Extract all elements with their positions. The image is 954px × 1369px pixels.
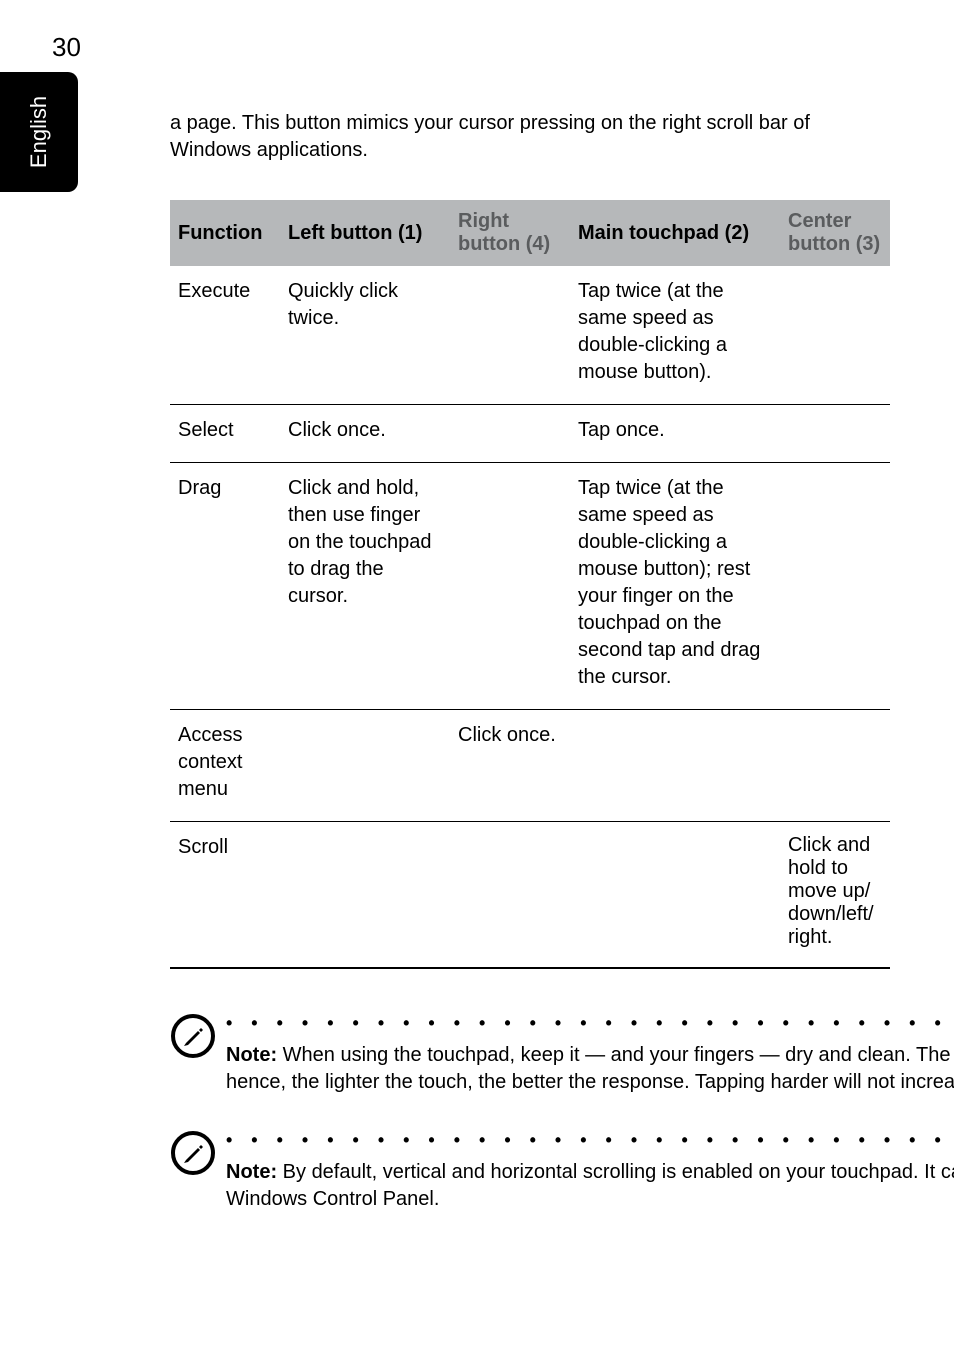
col-header-right-button-line2: button (4) [458,233,562,256]
note-label-1: Note: [226,1044,277,1066]
col-header-function: Function [170,200,280,266]
cell-scroll-function: Scroll [170,822,280,969]
touchpad-functions-table: Function Left button (1) Right button (4… [170,200,890,969]
col-header-right-button-line1: Right [458,210,562,233]
cell-select-center [780,405,890,463]
cell-drag-center [780,463,890,710]
table-row-access-context-menu: Access context menu Click once. [170,710,890,822]
note-block-2: • • • • • • • • • • • • • • • • • • • • … [170,1130,890,1213]
col-header-main-touchpad: Main touchpad (2) [570,200,780,266]
col-header-right-button: Right button (4) [450,200,570,266]
page-number: 30 [52,32,81,63]
cell-select-main: Tap once. [570,405,780,463]
table-row-select: Select Click once. Tap once. [170,405,890,463]
note-block-1: • • • • • • • • • • • • • • • • • • • • … [170,1013,890,1096]
note-icon-col-1 [170,1013,226,1096]
language-tab-label: English [26,96,52,168]
table-row-scroll: Scroll Click and hold to move up/ down/l… [170,822,890,969]
cell-select-function: Select [170,405,280,463]
pencil-note-icon [170,1130,216,1176]
cell-access-main [570,710,780,822]
cell-select-left: Click once. [280,405,450,463]
note-text-1: Note: When using the touchpad, keep it —… [226,1042,954,1096]
cell-scroll-right [450,822,570,969]
note-dots-1: • • • • • • • • • • • • • • • • • • • • … [226,1013,954,1034]
language-tab: English [0,72,78,192]
col-header-center-button-line2: button (3) [788,233,882,256]
cell-access-right: Click once. [450,710,570,822]
note-dots-2: • • • • • • • • • • • • • • • • • • • • … [226,1130,954,1151]
col-header-center-button: Center button (3) [780,200,890,266]
cell-execute-function: Execute [170,266,280,405]
intro-paragraph: a page. This button mimics your cursor p… [170,110,890,164]
table-row-drag: Drag Click and hold, then use finger on … [170,463,890,710]
note-label-2: Note: [226,1161,277,1183]
note-text-2: Note: By default, vertical and horizonta… [226,1159,954,1213]
cell-execute-left: Quickly click twice. [280,266,450,405]
col-header-center-button-line1: Center [788,210,882,233]
cell-access-left [280,710,450,822]
col-header-left-button: Left button (1) [280,200,450,266]
note-text-col-2: • • • • • • • • • • • • • • • • • • • • … [226,1130,954,1213]
cell-scroll-center: Click and hold to move up/ down/left/ ri… [780,822,890,969]
cell-scroll-main [570,822,780,969]
cell-execute-right [450,266,570,405]
cell-execute-main: Tap twice (at the same speed as double-c… [570,266,780,405]
cell-drag-function: Drag [170,463,280,710]
pencil-note-icon [170,1013,216,1059]
table-row-execute: Execute Quickly click twice. Tap twice (… [170,266,890,405]
cell-execute-center [780,266,890,405]
cell-access-center [780,710,890,822]
cell-drag-right [450,463,570,710]
note-text-col-1: • • • • • • • • • • • • • • • • • • • • … [226,1013,954,1096]
note-body-2: By default, vertical and horizontal scro… [226,1161,954,1210]
cell-scroll-left [280,822,450,969]
cell-select-right [450,405,570,463]
cell-access-function: Access context menu [170,710,280,822]
content-area: a page. This button mimics your cursor p… [170,110,890,1213]
note-body-1: When using the touchpad, keep it — and y… [226,1044,954,1093]
page: 30 English a page. This button mimics yo… [0,0,954,1369]
cell-drag-left: Click and hold, then use finger on the t… [280,463,450,710]
note-icon-col-2 [170,1130,226,1213]
cell-drag-main: Tap twice (at the same speed as double-c… [570,463,780,710]
